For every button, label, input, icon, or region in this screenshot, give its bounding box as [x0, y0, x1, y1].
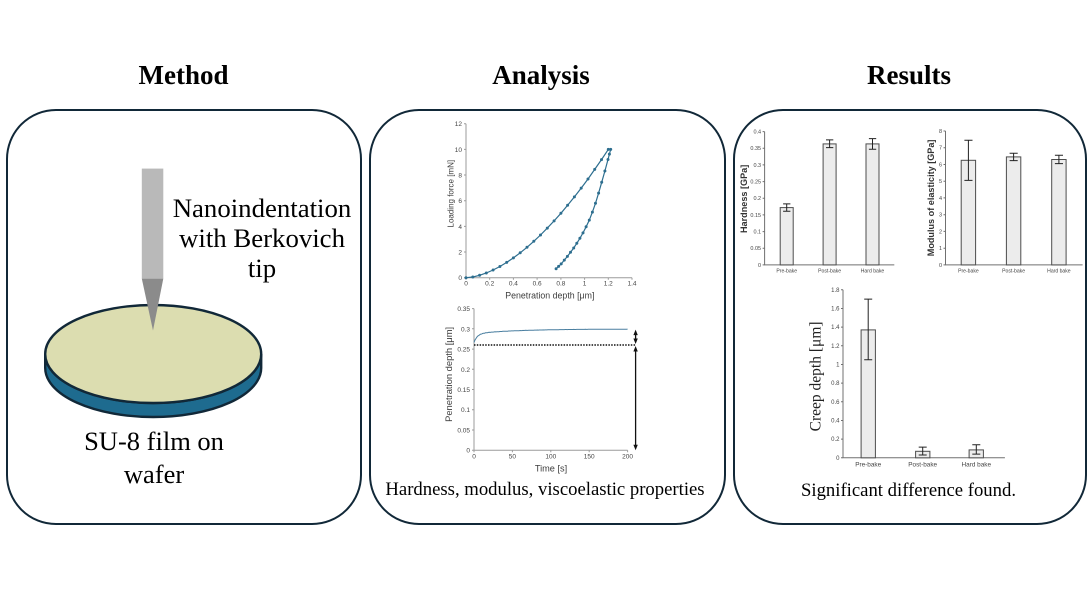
svg-text:0.1: 0.1: [753, 230, 761, 236]
svg-text:0: 0: [758, 263, 761, 269]
svg-text:200: 200: [622, 454, 633, 461]
svg-text:0.35: 0.35: [750, 146, 761, 152]
svg-text:8: 8: [458, 173, 462, 180]
svg-text:1.8: 1.8: [831, 288, 840, 294]
svg-text:0.25: 0.25: [750, 180, 761, 186]
svg-text:Pre-bake: Pre-bake: [958, 269, 979, 275]
svg-text:Time [s]: Time [s]: [535, 464, 567, 474]
svg-text:1: 1: [836, 363, 840, 369]
svg-text:0.2: 0.2: [461, 367, 470, 374]
svg-text:0.3: 0.3: [753, 163, 761, 169]
svg-text:2: 2: [939, 229, 942, 235]
svg-text:Pre-bake: Pre-bake: [776, 269, 797, 275]
svg-text:1.2: 1.2: [831, 344, 840, 350]
svg-text:0: 0: [464, 281, 468, 288]
svg-text:1.4: 1.4: [831, 325, 840, 331]
svg-text:Post-bake: Post-bake: [818, 269, 841, 275]
svg-text:7: 7: [939, 146, 942, 152]
svg-text:3: 3: [939, 213, 942, 219]
svg-text:0: 0: [836, 456, 840, 462]
svg-text:1.6: 1.6: [831, 307, 840, 313]
svg-text:0.35: 0.35: [457, 306, 470, 313]
svg-text:0.4: 0.4: [509, 281, 518, 288]
svg-text:4: 4: [458, 224, 462, 231]
svg-text:0: 0: [472, 454, 476, 461]
svg-text:0.2: 0.2: [753, 196, 761, 202]
svg-text:1: 1: [939, 246, 942, 252]
svg-text:0.2: 0.2: [485, 281, 494, 288]
svg-text:0.4: 0.4: [831, 419, 840, 425]
svg-text:100: 100: [545, 454, 556, 461]
svg-text:2: 2: [458, 250, 462, 257]
svg-text:0: 0: [939, 263, 942, 269]
svg-text:0: 0: [466, 448, 470, 455]
svg-text:6: 6: [939, 162, 942, 168]
svg-text:4: 4: [939, 196, 942, 202]
svg-text:Post-bake: Post-bake: [1002, 269, 1025, 275]
svg-text:0.25: 0.25: [457, 347, 470, 354]
svg-text:Pre-bake: Pre-bake: [855, 462, 881, 469]
svg-text:0.15: 0.15: [457, 387, 470, 394]
svg-text:1.2: 1.2: [604, 281, 613, 288]
svg-text:0: 0: [458, 275, 462, 282]
svg-text:5: 5: [939, 179, 942, 185]
svg-text:0.4: 0.4: [753, 130, 761, 136]
svg-text:0.15: 0.15: [750, 213, 761, 219]
svg-text:0.3: 0.3: [461, 326, 470, 333]
svg-text:Hard bake: Hard bake: [962, 462, 992, 469]
svg-text:0.1: 0.1: [461, 407, 470, 414]
svg-text:0.05: 0.05: [457, 428, 470, 435]
svg-text:0.2: 0.2: [831, 437, 840, 443]
svg-text:Creep depth [μm]: Creep depth [μm]: [808, 321, 825, 431]
svg-text:0.6: 0.6: [831, 400, 840, 406]
svg-text:Penetration depth [μm]: Penetration depth [μm]: [505, 291, 594, 301]
svg-text:0.6: 0.6: [533, 281, 542, 288]
svg-text:150: 150: [584, 454, 595, 461]
svg-text:Hard bake: Hard bake: [1047, 269, 1071, 275]
svg-text:Hard bake: Hard bake: [861, 269, 885, 275]
svg-text:Post-bake: Post-bake: [908, 462, 937, 469]
svg-text:1.4: 1.4: [627, 281, 636, 288]
svg-text:10: 10: [455, 147, 463, 154]
svg-text:0.05: 0.05: [750, 246, 761, 252]
svg-text:0.8: 0.8: [831, 381, 840, 387]
svg-text:50: 50: [509, 454, 517, 461]
svg-text:8: 8: [939, 129, 942, 135]
svg-text:1: 1: [583, 281, 587, 288]
svg-text:Modulus of elasticity [GPa]: Modulus of elasticity [GPa]: [926, 140, 936, 257]
svg-text:0.8: 0.8: [556, 281, 565, 288]
svg-text:Loading force [mN]: Loading force [mN]: [447, 160, 456, 228]
svg-text:Hardness [GPa]: Hardness [GPa]: [739, 165, 749, 233]
svg-text:6: 6: [458, 198, 462, 205]
svg-text:Penetration depth [μm]: Penetration depth [μm]: [443, 327, 454, 422]
svg-text:12: 12: [455, 121, 463, 128]
